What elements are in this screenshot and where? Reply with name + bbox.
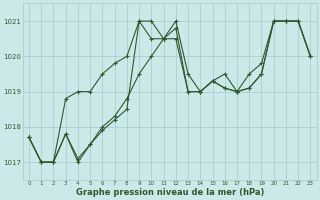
X-axis label: Graphe pression niveau de la mer (hPa): Graphe pression niveau de la mer (hPa) — [76, 188, 264, 197]
